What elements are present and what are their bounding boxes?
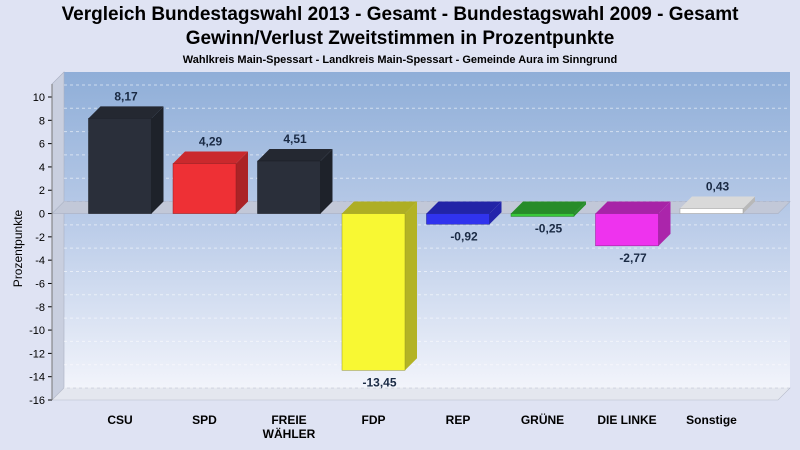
bar-rep [426, 213, 490, 225]
bar-top-die-linke [595, 201, 671, 214]
y-tick-label: 2 [39, 185, 45, 197]
y-tick-label: -16 [29, 395, 45, 407]
y-tick-label: 10 [33, 92, 45, 104]
y-axis-label: Prozentpunkte [11, 209, 25, 287]
y-tick-label: 6 [39, 139, 45, 151]
bar-side-freie-w-hler [320, 148, 333, 214]
bar-freie-w-hler [257, 160, 321, 214]
bar-side-gr-ne [574, 201, 586, 217]
y-tick-label: -4 [35, 255, 45, 267]
y-tick-label: -14 [29, 372, 45, 384]
plot-side-wall [51, 71, 65, 401]
data-label-fdp: -13,45 [362, 375, 396, 389]
plot-floor [51, 387, 791, 401]
bar-sonstige [679, 208, 744, 214]
x-tick-label-gr-ne: GRÜNE [521, 412, 564, 427]
x-tick-label-sonstige: Sonstige [686, 413, 737, 427]
bar-side-die-linke [658, 201, 671, 246]
bar-gr-ne [510, 213, 575, 217]
x-tick-label-freie-w-hler: FREIE [271, 413, 306, 427]
bar-side-fdp [405, 201, 417, 371]
chart-title-line2: Gewinn/Verlust Zweitstimmen in Prozentpu… [185, 28, 615, 49]
data-label-csu: 8,17 [114, 89, 138, 103]
y-tick-label: -8 [35, 302, 45, 314]
data-label-die-linke: -2,77 [619, 251, 647, 265]
chart-subtitle: Wahlkreis Main-Spessart - Landkreis Main… [182, 54, 618, 66]
data-label-gr-ne: -0,25 [535, 221, 563, 235]
bar-csu [88, 118, 152, 214]
bar-die-linke [595, 213, 659, 247]
x-tick-label-die-linke: DIE LINKE [597, 413, 656, 427]
bar-top-spd [173, 151, 248, 164]
bar-side-sonstige [743, 196, 755, 214]
zero-plane [51, 201, 791, 214]
data-label-rep: -0,92 [450, 229, 478, 243]
y-tick-label: -6 [35, 278, 45, 290]
chart-title: Vergleich Bundestagswahl 2013 - Gesamt -… [61, 4, 739, 25]
x-tick-label-fdp: FDP [362, 413, 386, 427]
bar-fdp [341, 213, 406, 371]
y-tick-label: -2 [35, 232, 45, 244]
x-tick-label-spd: SPD [192, 413, 217, 427]
y-tick-label: 0 [39, 209, 45, 221]
x-tick-label-rep: REP [446, 413, 471, 427]
bar-top-sonstige [680, 196, 755, 209]
bar-top-rep [426, 201, 502, 214]
bar-top-freie-w-hler [257, 148, 333, 161]
bar-top-gr-ne [511, 201, 586, 214]
bar-spd [172, 163, 237, 214]
plot-background [64, 72, 790, 388]
y-tick-label: -10 [29, 325, 45, 337]
bar-side-csu [151, 106, 164, 214]
bar-side-rep [489, 201, 502, 225]
data-label-spd: 4,29 [199, 135, 223, 149]
y-tick-label: -12 [29, 348, 45, 360]
bar-side-spd [236, 151, 248, 214]
bar-top-csu [88, 106, 164, 119]
bar-top-fdp [342, 201, 417, 214]
y-tick-label: 8 [39, 115, 45, 127]
data-label-freie-w-hler: 4,51 [283, 132, 307, 146]
x-tick-label-csu: CSU [107, 413, 132, 427]
y-tick-label: 4 [39, 162, 45, 174]
x-tick-label-freie-w-hler: WÄHLER [263, 426, 316, 441]
data-label-sonstige: 0,43 [706, 180, 730, 194]
